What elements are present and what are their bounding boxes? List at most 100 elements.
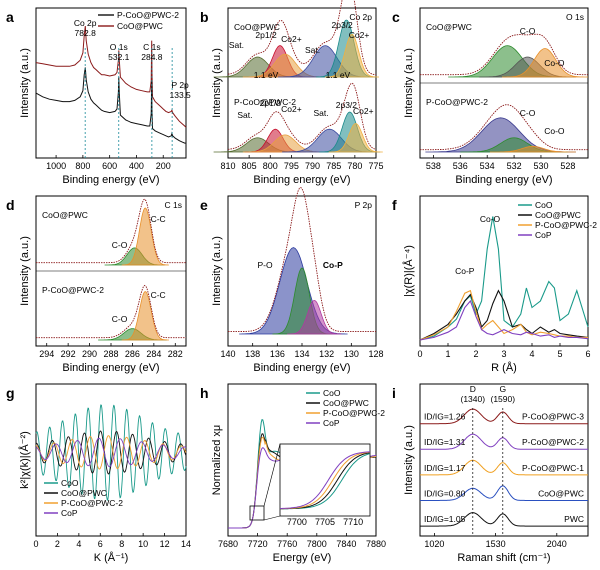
fitted-peak — [121, 207, 169, 266]
plot-frame — [227, 383, 377, 537]
panel-g: g 0 2 4 6 8 10 12 14 K (Å⁻¹) k²|χ(k)|(Å⁻²) CoOCoO@P… — [6, 383, 191, 564]
x-tick-label: 7800 — [307, 539, 327, 549]
sample-label: CoO@PWC — [42, 210, 88, 220]
band-label: D — [470, 384, 476, 394]
series-line — [35, 67, 186, 144]
ratio-label: ID/IG=1.17 — [424, 463, 466, 473]
peak-annotation: 2p1/2 — [255, 30, 277, 40]
legend-label: CoP — [323, 418, 340, 428]
x-tick-label: 800 — [263, 161, 278, 171]
envelope-line — [36, 284, 186, 339]
peak-annotation: 1.1 eV — [254, 70, 279, 80]
band-label: (1340) — [461, 394, 486, 404]
raman-line — [420, 512, 588, 527]
fitted-peak — [328, 123, 383, 153]
legend-label: P-CoO@PWC-2 — [323, 408, 385, 418]
x-tick-label: 528 — [560, 161, 575, 171]
zoom-connector — [263, 443, 281, 507]
fitted-peak — [502, 48, 588, 78]
x-tick-label: 284 — [146, 349, 161, 359]
x-axis-label: Binding energy (eV) — [62, 174, 159, 186]
y-axis-label: Intensity (a.u.) — [19, 48, 31, 118]
envelope-line — [228, 186, 376, 333]
plot-frame — [227, 7, 377, 159]
x-tick-label: 1000 — [46, 161, 66, 171]
legend-label: P-CoO@PWC-2 — [117, 10, 179, 20]
fitted-peak — [324, 33, 379, 78]
y-axis-label: Intensity (a.u.) — [403, 425, 415, 495]
peak-annotation: Co2+ — [281, 34, 302, 44]
x-tick-label: 12 — [160, 539, 170, 549]
peak-annotation: Sat. — [305, 45, 320, 55]
envelope-line — [420, 33, 588, 76]
peak-annotation: Co-O — [544, 126, 565, 136]
x-tick-label: 780 — [347, 161, 362, 171]
x-axis-label: K (Å⁻¹) — [94, 551, 129, 564]
x-tick-label: 800 — [75, 161, 90, 171]
peak-value: 532.1 — [108, 52, 130, 62]
series-label: P-CoO@PWC-1 — [522, 463, 584, 473]
zoom-box — [249, 505, 265, 521]
ratio-label: ID/IG=1.31 — [424, 437, 466, 447]
series-line — [419, 289, 589, 341]
y-axis-label: Intensity (a.u.) — [19, 236, 31, 306]
x-axis-label: Binding energy (eV) — [455, 174, 552, 186]
y-axis-label: Intensity (a.u.) — [211, 236, 223, 306]
x-tick-label: 2 — [473, 349, 478, 359]
peak-annotation: 1.1 eV — [326, 70, 351, 80]
x-tick-label: 286 — [125, 349, 140, 359]
x-tick-label: 294 — [39, 349, 54, 359]
plot-frame — [35, 7, 187, 159]
y-axis-label: Intensity (a.u.) — [211, 48, 223, 118]
panel-letter: e — [200, 197, 208, 213]
x-tick-label: 4 — [529, 349, 534, 359]
series-line — [35, 437, 187, 468]
envelope-line — [36, 198, 186, 264]
peak-annotation: Co-P — [323, 260, 343, 270]
x-axis-label: Energy (eV) — [273, 552, 332, 564]
x-tick-label: 0 — [33, 539, 38, 549]
x-axis-label: Binding energy (eV) — [253, 362, 350, 374]
fitted-peak — [121, 291, 169, 341]
series-line — [419, 216, 589, 341]
peak-label: C 1s — [143, 42, 160, 52]
sample-label: P-CoO@PWC-2 — [234, 97, 296, 107]
inset-series-line — [280, 451, 371, 509]
panel-title: Co 2p — [349, 12, 372, 22]
x-tick-label: 14 — [181, 539, 191, 549]
x-tick-label: 132 — [319, 349, 334, 359]
envelope-line — [227, 82, 377, 150]
panel-title: O 1s — [566, 12, 584, 22]
x-tick-label: 136 — [270, 349, 285, 359]
panel-title: P 2p — [355, 200, 373, 210]
y-axis-label: Normalized xμ — [211, 425, 223, 496]
legend-label: CoO@PWC — [117, 21, 163, 31]
panel-b: b 810 805 800 795 790 785 780 775 Binding energy … — [200, 0, 384, 186]
peak-annotation: Sat. — [237, 110, 252, 120]
inset-tick-label: 7710 — [343, 517, 363, 527]
panel-letter: g — [6, 385, 15, 401]
legend-label: CoO@PWC — [535, 210, 581, 220]
fitted-peak — [287, 299, 342, 335]
peak-annotation: C-O — [112, 240, 128, 250]
peak-annotation: C-C — [151, 290, 166, 300]
peak-annotation: C-O — [112, 314, 128, 324]
panel-letter: b — [200, 9, 209, 25]
panel-i: i 1020 1530 2040 Raman shift (cm⁻¹) Intensity… — [392, 383, 589, 564]
legend-label: CoO@PWC — [61, 488, 107, 498]
x-axis-label: Binding energy (eV) — [253, 174, 350, 186]
inset-tick-label: 7705 — [315, 517, 335, 527]
x-tick-label: 532 — [507, 161, 522, 171]
x-tick-label: 7680 — [218, 539, 238, 549]
peak-annotation: Co2+ — [353, 106, 374, 116]
sample-label: P-CoO@PWC-2 — [426, 97, 488, 107]
panel-letter: d — [6, 197, 15, 213]
panel-letter: a — [6, 9, 14, 25]
x-tick-label: 128 — [368, 349, 383, 359]
peak-annotation: Co-O — [480, 214, 501, 224]
series-label: CoO@PWC — [538, 488, 584, 498]
x-tick-label: 200 — [156, 161, 171, 171]
legend-label: CoO@PWC — [323, 398, 369, 408]
x-axis-label: R (Å) — [491, 361, 517, 374]
